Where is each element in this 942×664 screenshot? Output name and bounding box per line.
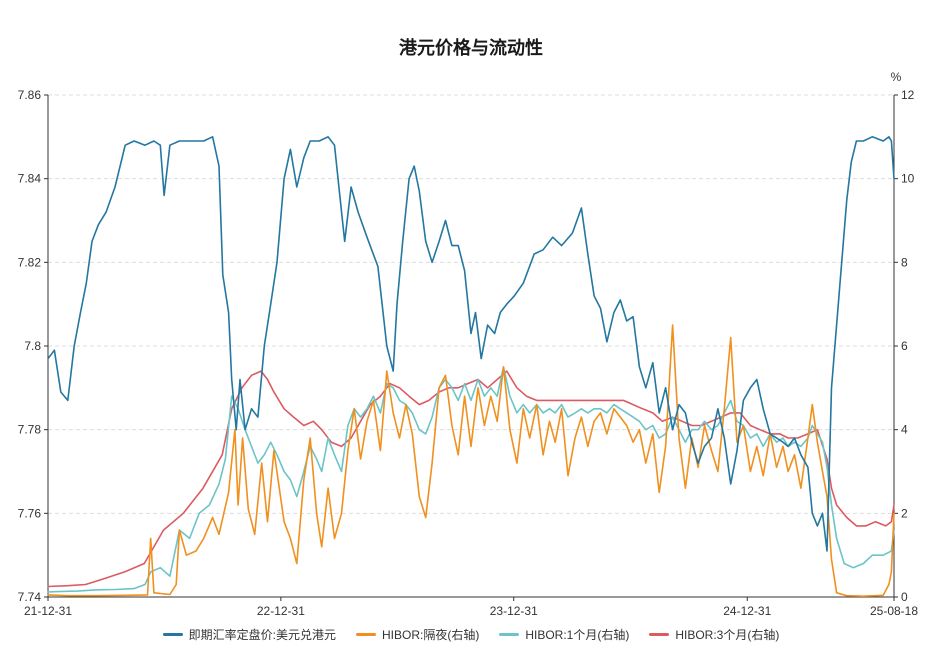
- left-tick-label: 7.8: [24, 339, 41, 353]
- right-axis-unit-label: %: [891, 70, 902, 84]
- hibor-3m-line: [47, 370, 895, 588]
- spot-rate-line: [47, 136, 895, 552]
- left-tick-label: 7.82: [18, 255, 42, 269]
- legend-label-hibor-overnight: HIBOR:隔夜(右轴): [381, 628, 480, 642]
- right-tick-label: 10: [901, 172, 915, 186]
- legend-item-spot[interactable]: 即期汇率定盘价:美元兑港元: [162, 626, 336, 643]
- x-tick-label: 22-12-31: [257, 604, 305, 618]
- legend-swatch-hibor-1m: [499, 633, 520, 636]
- legend-label-hibor-3m: HIBOR:3个月(右轴): [675, 628, 780, 642]
- left-tick-label: 7.86: [18, 88, 42, 102]
- left-tick-label: 7.76: [18, 506, 42, 520]
- legend-swatch-hibor-3m: [649, 633, 670, 636]
- series-lines: [47, 136, 895, 597]
- x-tick-label: 23-12-31: [490, 604, 538, 618]
- right-tick-label: 12: [901, 88, 915, 102]
- right-tick-label: 2: [901, 506, 908, 520]
- x-tick-label: 21-12-31: [24, 604, 72, 618]
- x-axis-ticks: 21-12-31 22-12-31 23-12-31 24-12-31 25-08-18: [24, 597, 918, 618]
- left-axis-ticks: 7.74 7.76 7.78 7.8 7.82 7.84 7.86: [18, 88, 48, 604]
- axes: %: [47, 70, 902, 598]
- legend-swatch-hibor-overnight: [355, 633, 376, 636]
- legend-item-hibor-overnight[interactable]: HIBOR:隔夜(右轴): [355, 626, 480, 643]
- left-tick-label: 7.84: [18, 172, 42, 186]
- gridlines: [48, 94, 894, 514]
- legend-label-hibor-1m: HIBOR:1个月(右轴): [525, 628, 630, 642]
- left-tick-label: 7.74: [18, 590, 42, 604]
- right-tick-label: 0: [901, 590, 908, 604]
- right-tick-label: 6: [901, 339, 908, 353]
- right-tick-label: 8: [901, 255, 908, 269]
- legend-swatch-spot: [162, 633, 183, 636]
- legend-item-hibor-3m[interactable]: HIBOR:3个月(右轴): [649, 626, 779, 643]
- chart-title: 港元价格与流动性: [399, 38, 543, 58]
- legend-label-spot: 即期汇率定盘价:美元兑港元: [188, 628, 336, 642]
- hibor-overnight-line: [47, 324, 895, 597]
- legend-item-hibor-1m[interactable]: HIBOR:1个月(右轴): [499, 626, 629, 643]
- right-tick-label: 4: [901, 423, 908, 437]
- x-tick-label: 25-08-18: [870, 604, 918, 618]
- hibor-1m-line: [47, 366, 895, 593]
- right-axis-ticks: 0 2 4 6 8 10 12: [894, 88, 915, 604]
- left-tick-label: 7.78: [18, 423, 42, 437]
- legend: 即期汇率定盘价:美元兑港元 HIBOR:隔夜(右轴) HIBOR:1个月(右轴)…: [0, 626, 942, 643]
- x-tick-label: 24-12-31: [723, 604, 771, 618]
